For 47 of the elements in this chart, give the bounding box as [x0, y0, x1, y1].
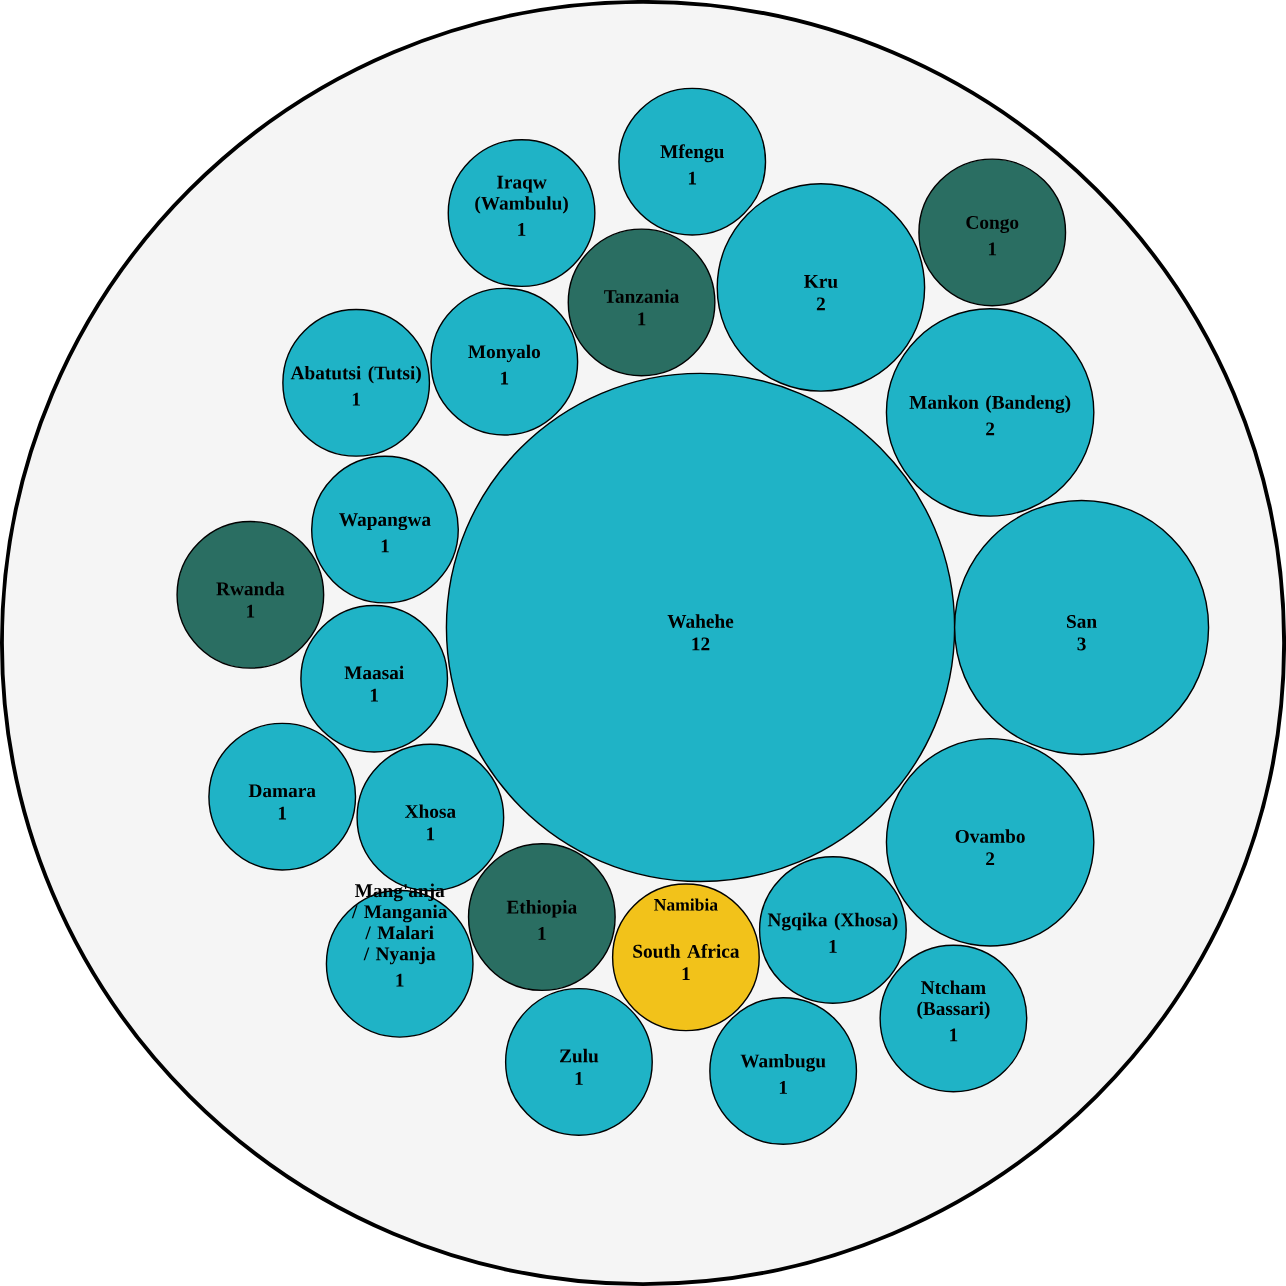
- category-label: Monyalo: [468, 344, 541, 363]
- data-label: 1: [427, 827, 435, 841]
- text: Namibia: [654, 898, 718, 911]
- category-label: Wahehe: [667, 614, 734, 628]
- data-label: 1: [829, 939, 837, 953]
- data-label: 1: [688, 171, 697, 185]
- data-label: 2: [986, 422, 995, 436]
- category-label: Iraqw (Wambulu): [475, 175, 568, 214]
- data-label: 1: [352, 392, 360, 406]
- category-label: Mankon (Bandeng): [909, 395, 1071, 413]
- data-label: 2: [986, 852, 995, 866]
- category-label: Ntcham (Bassari): [917, 980, 990, 1020]
- category-label: Xhosa: [404, 804, 456, 818]
- category-label: Tanzania: [604, 289, 680, 303]
- category-label: Damara: [248, 784, 316, 798]
- data-label: 12: [692, 637, 710, 651]
- category-label: Zulu: [560, 1048, 599, 1063]
- category-label: Ovambo: [955, 829, 1025, 843]
- data-label: 3: [1077, 637, 1086, 651]
- data-label: 1: [682, 967, 690, 981]
- data-label: 1: [638, 312, 646, 326]
- data-label: 1: [518, 223, 526, 236]
- data-label: 1: [501, 371, 509, 385]
- category-label: Mang'anja / Mangania / Malari / Nyanja: [351, 883, 448, 965]
- data-label: 1: [381, 539, 389, 553]
- data-label: 1: [538, 927, 546, 940]
- data-label: 1: [779, 1081, 787, 1094]
- category-label: Abatutsi (Tutsi): [290, 365, 421, 384]
- data-label: 1: [278, 806, 287, 820]
- category-label: Mfengu: [660, 144, 724, 163]
- data-label: 1: [396, 973, 404, 987]
- data-label: 1: [370, 688, 378, 702]
- category-label: Ngqika (Xhosa): [767, 912, 898, 931]
- category-label: Wambugu: [740, 1053, 826, 1072]
- category-label: Wapangwa: [339, 513, 431, 531]
- data-label: 1: [988, 242, 997, 256]
- data-label: 1: [247, 604, 255, 618]
- category-label: South Africa: [633, 944, 740, 958]
- category-label: Congo: [966, 215, 1019, 233]
- data-label: 1: [950, 1028, 958, 1042]
- category-label: Maasai: [344, 665, 404, 680]
- category-label: Rwanda: [216, 581, 285, 596]
- category-label: San: [1067, 615, 1097, 628]
- data-label: 1: [575, 1071, 583, 1085]
- data-label: 2: [816, 297, 825, 311]
- category-label: Kru: [804, 275, 838, 288]
- category-label: Ethiopia: [506, 900, 577, 918]
